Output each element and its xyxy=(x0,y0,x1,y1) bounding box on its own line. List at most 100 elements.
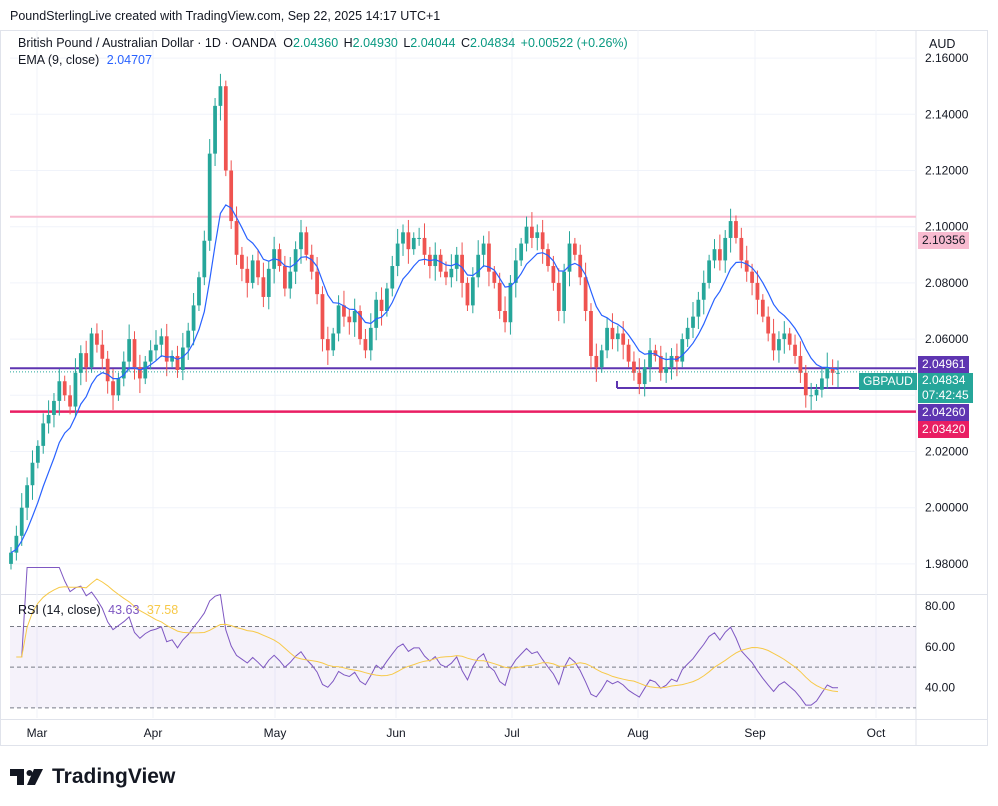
candle-body xyxy=(374,299,379,328)
candle-body xyxy=(401,232,405,244)
candle-body xyxy=(197,277,201,306)
candle-body xyxy=(605,327,609,351)
candle-body xyxy=(648,350,652,368)
open-label: O xyxy=(283,36,293,50)
candle-body xyxy=(180,347,185,371)
candle-body xyxy=(712,249,717,261)
candle-body xyxy=(476,254,481,278)
candle-body xyxy=(68,395,72,407)
candle-body xyxy=(583,277,588,311)
rsi-label: RSI (14, close) xyxy=(18,603,101,617)
tradingview-logo[interactable]: TradingView xyxy=(10,765,175,789)
candle-body xyxy=(342,305,346,317)
candle-body xyxy=(84,353,89,368)
candle-body xyxy=(691,316,695,328)
candle-body xyxy=(202,240,207,278)
candle-body xyxy=(19,507,24,536)
candle-body xyxy=(138,367,142,379)
symbol-legend: British Pound / Australian Dollar · 1D ·… xyxy=(18,36,628,50)
ema-line xyxy=(10,204,839,554)
last-price-tag: 2.04834 07:42:45 xyxy=(918,373,973,403)
candle-body xyxy=(304,232,309,255)
candle-body xyxy=(766,316,771,334)
candle-body xyxy=(320,294,325,340)
candle-body xyxy=(567,243,572,272)
candle-body xyxy=(9,552,13,564)
candle-body xyxy=(325,339,330,351)
candle-body xyxy=(35,445,40,463)
resistance-price-tag: 2.10356 xyxy=(918,232,970,249)
candle-body xyxy=(621,333,626,345)
candle-body xyxy=(385,288,389,311)
candle-body xyxy=(519,243,524,261)
chart-frame xyxy=(0,30,988,746)
candle-body xyxy=(696,299,701,317)
candle-body xyxy=(562,271,567,311)
high-value: 2.04930 xyxy=(352,36,398,50)
candle-body xyxy=(331,333,336,351)
candle-body xyxy=(213,105,217,154)
currency-label[interactable]: AUD xyxy=(929,37,956,51)
candle-body xyxy=(492,271,497,283)
y-tick-label: 2.08000 xyxy=(925,276,969,290)
candle-body xyxy=(470,277,475,306)
candle-body xyxy=(234,221,239,255)
candle-body xyxy=(444,271,448,278)
candle-body xyxy=(191,305,196,331)
candle-body xyxy=(680,339,685,362)
candle-body xyxy=(454,254,459,269)
candle-body xyxy=(315,271,319,295)
candle-body xyxy=(626,344,631,362)
candle-body xyxy=(218,86,223,106)
candle-body xyxy=(572,243,577,255)
candle-body xyxy=(293,249,298,272)
candle-body xyxy=(707,260,711,283)
candle-body xyxy=(551,266,556,283)
candle-body xyxy=(390,266,395,289)
rsi-legend: RSI (14, close) 43.63 37.58 xyxy=(18,603,178,617)
candle-body xyxy=(546,249,550,267)
candle-body xyxy=(734,221,738,238)
ema-legend: EMA (9, close) 2.04707 xyxy=(18,53,152,67)
candle-body xyxy=(100,344,105,359)
mid-level-price-tag: 2.04260 xyxy=(918,404,970,421)
candle-body xyxy=(615,333,620,340)
candle-body xyxy=(78,353,83,373)
candle-body xyxy=(363,339,368,351)
candle-body xyxy=(433,254,438,267)
candle-body xyxy=(105,358,110,382)
candle-body xyxy=(599,350,604,368)
candle-body xyxy=(277,249,282,267)
candle-body xyxy=(299,232,303,250)
candle-body xyxy=(170,355,174,362)
candle-body xyxy=(89,333,94,368)
candle-body xyxy=(358,311,362,340)
rsi-tick-label: 80.00 xyxy=(925,599,955,613)
open-value: 2.04360 xyxy=(292,36,339,50)
y-tick-label: 2.14000 xyxy=(925,107,969,121)
candle-body xyxy=(637,372,642,385)
close-label: C xyxy=(460,36,470,50)
candle-body xyxy=(744,260,749,272)
x-tick-label: May xyxy=(264,726,287,740)
x-tick-label: Oct xyxy=(867,726,886,740)
rsi-value: 43.63 xyxy=(108,603,140,617)
candle-body xyxy=(57,381,62,401)
last-price-value: 2.04834 xyxy=(922,373,966,387)
candle-body xyxy=(175,355,180,371)
candle-body xyxy=(229,170,234,222)
tradingview-brand-text: TradingView xyxy=(52,765,176,788)
low-label: L xyxy=(403,36,411,50)
candle-body xyxy=(395,243,400,267)
low-value: 2.04044 xyxy=(410,36,456,50)
y-tick-label: 2.10000 xyxy=(925,220,969,234)
candle-body xyxy=(750,271,754,283)
candle-body xyxy=(487,243,491,272)
candle-body xyxy=(406,232,411,250)
candle-body xyxy=(503,311,507,323)
candle-body xyxy=(685,327,690,340)
candle-body xyxy=(347,316,352,323)
ema-value: 2.04707 xyxy=(106,53,152,67)
tradingview-logo-icon xyxy=(10,769,43,785)
candle-body xyxy=(154,344,158,351)
